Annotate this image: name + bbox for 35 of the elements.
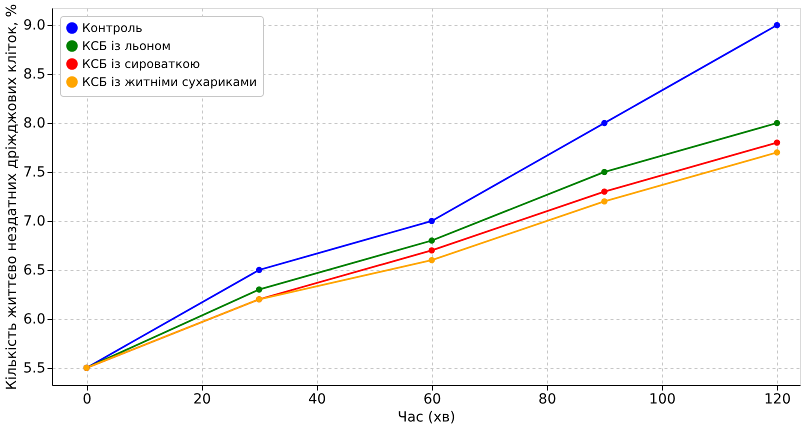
point <box>601 168 608 176</box>
point <box>601 198 608 205</box>
y-tick-label: 9.0 <box>23 18 46 34</box>
point <box>428 237 435 244</box>
point <box>774 139 780 146</box>
x-tick-label: 120 <box>764 392 791 408</box>
y-tick-label: 8.5 <box>23 66 46 83</box>
point <box>774 120 780 126</box>
x-tick-label: 60 <box>423 392 442 408</box>
point <box>774 22 780 28</box>
point <box>774 149 780 156</box>
x-tick-label: 80 <box>538 392 556 408</box>
x-tick-label: 100 <box>649 392 676 408</box>
point <box>428 256 435 264</box>
y-tick-label: 7.0 <box>23 213 46 230</box>
legend-label: Контроль <box>82 21 142 35</box>
point <box>428 218 435 224</box>
point <box>601 188 608 195</box>
x-axis-title: Час (хв) <box>398 410 456 426</box>
legend-label: КСБ із сироваткою <box>82 57 200 71</box>
y-tick-label: 5.5 <box>23 360 46 376</box>
y-tick-label: 6.5 <box>23 262 46 278</box>
y-tick-label: 6.0 <box>23 311 46 328</box>
x-tick-label: 20 <box>193 392 212 408</box>
x-tick-label: 0 <box>82 392 92 408</box>
y-tick-label: 8.0 <box>23 116 46 132</box>
legend-label: КСБ із льоном <box>82 39 171 53</box>
legend-label: КСБ із житніми сухариками <box>82 75 257 89</box>
y-axis-title: Кількість життєво нездатних дріжджових кліток, % <box>4 4 20 390</box>
point <box>428 247 435 254</box>
x-tick-label: 40 <box>308 392 326 408</box>
point <box>601 120 608 126</box>
point <box>256 266 262 274</box>
y-tick-label: 7.5 <box>23 164 46 181</box>
point <box>256 286 262 293</box>
